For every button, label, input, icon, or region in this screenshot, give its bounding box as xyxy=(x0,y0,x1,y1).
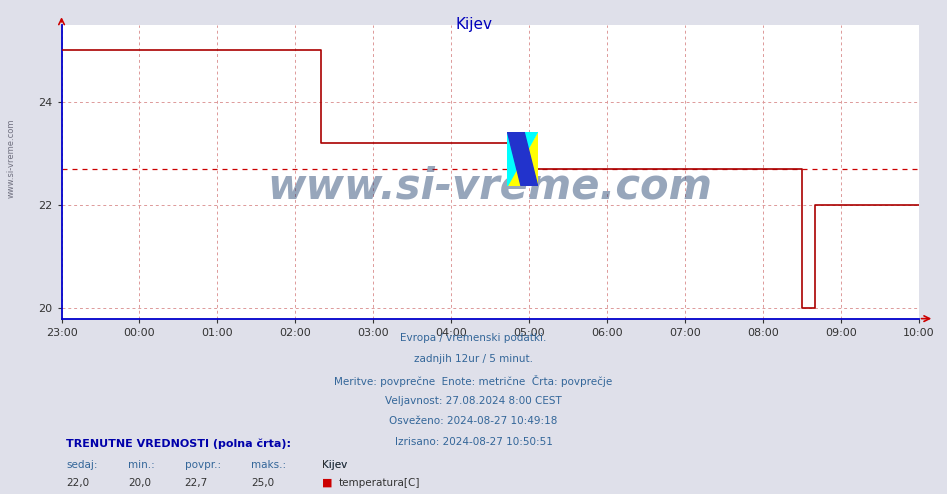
Polygon shape xyxy=(508,131,538,186)
Text: 25,0: 25,0 xyxy=(251,478,274,488)
Text: povpr.:: povpr.: xyxy=(185,460,221,470)
Text: Osveženo: 2024-08-27 10:49:18: Osveženo: 2024-08-27 10:49:18 xyxy=(389,416,558,426)
Text: maks.:: maks.: xyxy=(251,460,286,470)
Text: Veljavnost: 27.08.2024 8:00 CEST: Veljavnost: 27.08.2024 8:00 CEST xyxy=(385,396,562,406)
Text: TRENUTNE VREDNOSTI (polna črta):: TRENUTNE VREDNOSTI (polna črta): xyxy=(66,439,292,449)
Polygon shape xyxy=(508,131,538,186)
Text: www.si-vreme.com: www.si-vreme.com xyxy=(7,119,16,198)
Text: 22,7: 22,7 xyxy=(185,478,208,488)
Text: Kijev: Kijev xyxy=(322,460,348,470)
Text: 22,0: 22,0 xyxy=(66,478,89,488)
Text: Kijev: Kijev xyxy=(455,17,492,32)
Text: temperatura[C]: temperatura[C] xyxy=(339,478,420,488)
Text: sedaj:: sedaj: xyxy=(66,460,98,470)
Text: Meritve: povprečne  Enote: metrične  Črta: povprečje: Meritve: povprečne Enote: metrične Črta:… xyxy=(334,375,613,387)
Text: 20,0: 20,0 xyxy=(128,478,151,488)
Text: min.:: min.: xyxy=(128,460,154,470)
Polygon shape xyxy=(508,131,538,186)
Text: www.si-vreme.com: www.si-vreme.com xyxy=(268,165,712,207)
Text: Evropa / vremenski podatki.: Evropa / vremenski podatki. xyxy=(401,333,546,343)
Text: zadnjih 12ur / 5 minut.: zadnjih 12ur / 5 minut. xyxy=(414,354,533,364)
Text: Kijev: Kijev xyxy=(322,460,348,470)
Text: Izrisano: 2024-08-27 10:50:51: Izrisano: 2024-08-27 10:50:51 xyxy=(395,437,552,447)
Text: ■: ■ xyxy=(322,478,332,488)
